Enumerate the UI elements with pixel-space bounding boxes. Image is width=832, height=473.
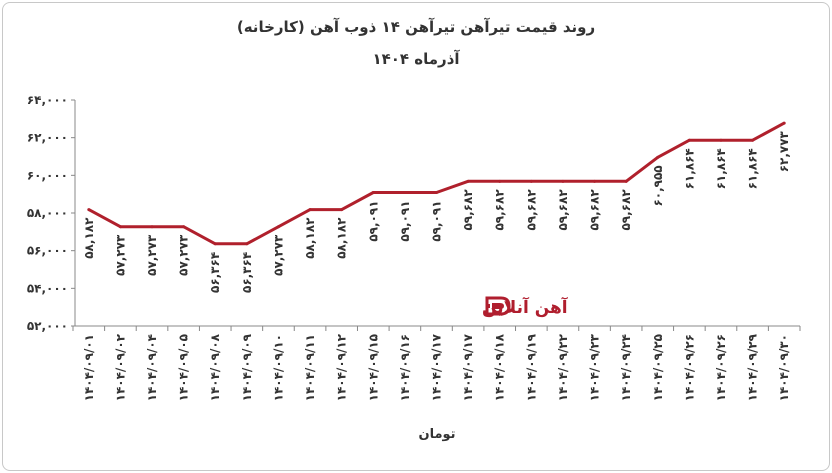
y-tick-label: ۵۸,۰۰۰: [27, 206, 68, 220]
x-tick-label: ۱۴۰۴/۰۹/۰۱: [82, 334, 96, 401]
data-point: [245, 242, 249, 246]
x-tick-label: ۱۴۰۴/۰۹/۲۳: [588, 333, 602, 401]
x-tick-label: ۱۴۰۴/۰۹/۰۸: [208, 333, 222, 401]
x-tick-label: ۱۴۰۴/۰۹/۲۴: [619, 334, 633, 401]
x-tick-label: ۱۴۰۴/۰۹/۱۵: [366, 334, 380, 401]
x-tick-label: ۱۴۰۴/۰۹/۱۶: [398, 334, 412, 401]
data-point: [340, 208, 344, 212]
data-label: ۵۷,۲۷۳: [113, 234, 127, 276]
x-tick-label: ۱۴۰۴/۰۹/۰۴: [145, 334, 159, 401]
data-label: ۵۸,۱۸۲: [335, 217, 349, 259]
data-label: ۶۱,۸۶۴: [746, 148, 760, 189]
x-tick-label: ۱۴۰۴/۰۹/۱۷: [461, 333, 475, 401]
x-tick-label: ۱۴۰۴/۰۹/۲۹: [746, 333, 760, 401]
data-label: ۵۶,۳۶۴: [240, 252, 254, 293]
data-point: [308, 208, 312, 212]
data-point: [213, 242, 217, 246]
data-point: [118, 225, 122, 229]
data-point: [466, 179, 470, 183]
x-tick-label: ۱۴۰۴/۰۹/۰۵: [177, 334, 191, 401]
data-point: [593, 179, 597, 183]
data-label: ۵۶,۳۶۴: [208, 252, 222, 293]
x-tick-label: ۱۴۰۴/۰۹/۱۰: [271, 334, 285, 401]
data-label: ۵۹,۶۸۲: [556, 189, 570, 231]
data-label: ۵۷,۲۷۳: [145, 234, 159, 276]
data-point: [624, 179, 628, 183]
chart-subtitle: آذرماه ۱۴۰۴: [372, 50, 460, 68]
data-labels: ۵۸,۱۸۲ ۵۷,۲۷۳ ۵۷,۲۷۳ ۵۷,۲۷۳ ۵۶,۳۶۴ ۵۶,۳۶۴ ۵۷,۲…: [82, 130, 791, 293]
data-label: ۵۹,۶۸۲: [588, 189, 602, 231]
x-tick-label: ۱۴۰۴/۰۹/۲۶: [714, 334, 728, 401]
x-tick-label: ۱۴۰۴/۰۹/۱۱: [303, 334, 317, 401]
x-tick-label: ۱۴۰۴/۰۹/۰۹: [240, 333, 254, 401]
x-tick-label: ۱۴۰۴/۰۹/۰۲: [113, 333, 127, 401]
data-label: ۵۷,۲۷۳: [177, 234, 191, 276]
ahanonline-watermark: آهن آنلاین: [482, 296, 569, 318]
data-label: ۵۹,۶۸۲: [493, 189, 507, 231]
y-axis: ۵۲,۰۰۰ ۵۴,۰۰۰ ۵۶,۰۰۰ ۵۸,۰۰۰ ۶۰,۰۰۰ ۶۲,۰۰۰ ۶۴,۰…: [27, 93, 76, 333]
data-label: ۵۸,۱۸۲: [303, 217, 317, 259]
data-point: [276, 225, 280, 229]
y-tick-label: ۵۶,۰۰۰: [27, 244, 68, 258]
data-point: [150, 225, 154, 229]
data-point: [719, 138, 723, 142]
data-label: ۶۰,۹۵۵: [651, 165, 665, 206]
data-label: ۵۹,۰۹۱: [366, 200, 380, 241]
data-label: ۵۸,۱۸۲: [82, 217, 96, 259]
ahanonline-logo-icon: [485, 296, 511, 316]
x-tick-label: ۱۴۰۴/۰۹/۱۷: [430, 333, 444, 401]
data-point: [782, 121, 786, 125]
data-label: ۶۱,۸۶۴: [682, 148, 696, 189]
data-label: ۶۲,۷۷۳: [777, 130, 791, 172]
data-point: [435, 190, 438, 194]
data-point: [403, 190, 407, 194]
data-label: ۵۷,۲۷۳: [271, 234, 285, 276]
x-tick-label: ۱۴۰۴/۰۹/۲۶: [682, 334, 696, 401]
y-tick-label: ۶۴,۰۰۰: [27, 93, 68, 107]
x-axis-label: تومان: [418, 427, 455, 442]
data-point: [371, 190, 375, 194]
data-point: [529, 179, 533, 183]
data-point: [656, 155, 660, 159]
chart-title: روند قیمت تیرآهن تیرآهن ۱۴ ذوب آهن (کارخ…: [236, 18, 596, 36]
series-line-group: [87, 121, 786, 246]
data-label: ۵۹,۰۹۱: [398, 200, 412, 241]
watermark-text: آهن آنلاین: [482, 296, 569, 318]
y-tick-label: ۶۰,۰۰۰: [27, 168, 68, 182]
data-label: ۵۹,۶۸۲: [619, 189, 633, 231]
data-label: ۵۹,۶۸۲: [461, 189, 475, 231]
data-label: ۵۹,۰۹۱: [430, 200, 444, 241]
data-label: ۵۹,۶۸۲: [524, 189, 538, 231]
x-tick-label: ۱۴۰۴/۰۹/۱۹: [524, 333, 538, 401]
data-label: ۶۱,۸۶۴: [714, 148, 728, 189]
y-tick-label: ۵۴,۰۰۰: [27, 281, 68, 295]
data-point: [751, 138, 755, 142]
x-tick-label: ۱۴۰۴/۰۹/۲۵: [651, 334, 665, 401]
y-tick-label: ۵۲,۰۰۰: [27, 319, 68, 333]
data-point: [87, 208, 91, 212]
data-point: [182, 225, 186, 229]
data-point: [498, 179, 502, 183]
x-tick-label: ۱۴۰۴/۰۹/۱۲: [335, 333, 349, 401]
x-tick-label: ۱۴۰۴/۰۹/۲۲: [556, 333, 570, 401]
y-tick-label: ۶۲,۰۰۰: [27, 131, 68, 145]
x-tick-label: ۱۴۰۴/۰۹/۱۸: [493, 333, 507, 401]
x-axis: ۱۴۰۴/۰۹/۰۱ ۱۴۰۴/۰۹/۰۲ ۱۴۰۴/۰۹/۰۴ ۱۴۰۴/۰۹/۰۵…: [72, 325, 801, 401]
x-tick-label: ۱۴۰۴/۰۹/۳۰: [777, 334, 791, 401]
data-point: [687, 138, 691, 142]
data-point: [561, 179, 565, 183]
